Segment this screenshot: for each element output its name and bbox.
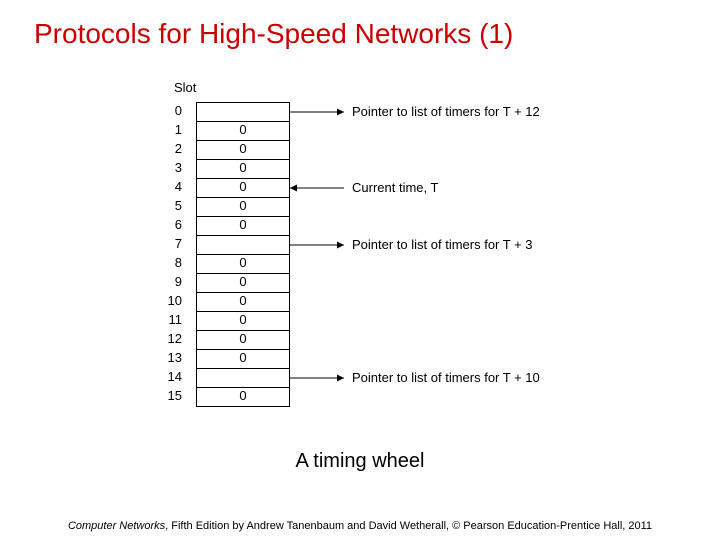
timing-wheel-diagram: Slot 01020304050607809010011012013014150… <box>0 80 720 440</box>
page-title: Protocols for High-Speed Networks (1) <box>0 0 720 50</box>
footer-credit: Computer Networks, Fifth Edition by Andr… <box>0 520 720 532</box>
annotation-label: Current time, T <box>352 180 438 195</box>
footer-rest: , Fifth Edition by Andrew Tanenbaum and … <box>165 520 652 532</box>
annotation-arrows <box>0 80 720 440</box>
footer-book-title: Computer Networks <box>68 520 165 532</box>
annotation-label: Pointer to list of timers for T + 3 <box>352 237 533 252</box>
annotation-label: Pointer to list of timers for T + 12 <box>352 104 540 119</box>
annotation-label: Pointer to list of timers for T + 10 <box>352 370 540 385</box>
figure-caption: A timing wheel <box>0 450 720 473</box>
